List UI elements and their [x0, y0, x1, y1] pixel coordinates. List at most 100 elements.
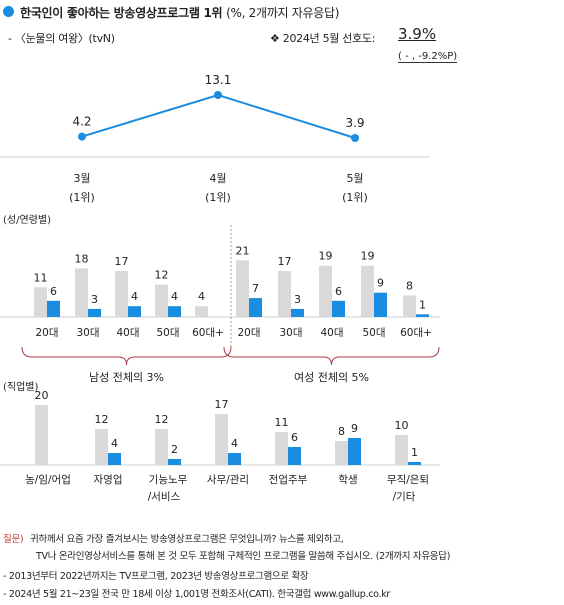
occupation-bar-value-label: 20 [35, 389, 49, 402]
rank-tick-label: (1위) [205, 191, 231, 204]
title-bullet-icon [3, 6, 14, 17]
age-tick-label: 20대 [237, 327, 260, 339]
age-tick-label: 40대 [116, 327, 139, 339]
preference-value: 3.9% [398, 25, 437, 43]
age-bar [249, 298, 262, 317]
occupation-bar-value-label: 11 [275, 416, 289, 429]
age-bar-value-label: 12 [155, 269, 169, 282]
age-bar [168, 306, 181, 317]
age-tick-label: 20대 [35, 327, 58, 339]
age-bar [128, 306, 141, 317]
age-bar-value-label: 4 [171, 290, 178, 303]
age-bar-value-label: 1 [419, 298, 426, 311]
age-bar-value-label: 19 [361, 250, 375, 263]
age-bar [75, 268, 88, 317]
group-total-label: 남성 전체의 3% [89, 371, 164, 384]
footnote-2: - 2024년 5월 21~23일 전국 만 18세 이상 1,001명 전화조… [3, 589, 390, 600]
occupation-bar-value-label: 2 [171, 443, 178, 456]
occupation-tick-label: 학생 [338, 474, 357, 486]
age-bar-value-label: 8 [406, 279, 413, 292]
age-bar [34, 287, 47, 317]
age-gender-section-label: (성/연령별) [3, 215, 51, 226]
occupation-tick-label: 사무/관리 [207, 474, 249, 486]
age-tick-label: 60대+ [192, 327, 224, 339]
age-bar [374, 292, 387, 317]
trend-value-label: 3.9 [345, 116, 364, 130]
chart-title: 한국인이 좋아하는 방송영상프로그램 1위 (%, 2개까지 자유응답) [20, 4, 339, 21]
occupation-section-label: (직업별) [3, 382, 39, 393]
occupation-bar-value-label: 4 [231, 437, 238, 450]
age-bar [88, 308, 101, 317]
age-tick-label: 30대 [279, 327, 302, 339]
occupation-bar-value-label: 9 [351, 422, 358, 435]
question-text-1: 귀하께서 요즘 가장 즐겨보시는 방송영상프로그램은 무엇입니까? 뉴스를 제외… [30, 534, 344, 545]
age-bar-value-label: 17 [278, 255, 292, 268]
age-bar [319, 265, 332, 317]
month-tick-label: 5월 [346, 172, 363, 185]
occupation-bar-chart: 20농/임/어업124자영업122기능노무/서비스174사무/관리116전업주부… [0, 389, 440, 503]
occupation-bar [408, 462, 421, 465]
age-bar [236, 260, 249, 317]
age-bar [332, 300, 345, 317]
occupation-tick-label: 자영업 [94, 473, 123, 486]
age-bar [155, 284, 168, 317]
age-bar-value-label: 18 [75, 252, 89, 265]
rank-tick-label: (1위) [342, 191, 368, 204]
month-tick-label: 3월 [73, 172, 90, 185]
age-bar [195, 306, 208, 317]
trend-value-label: 4.2 [72, 115, 91, 129]
trend-point [214, 91, 222, 99]
occupation-bar [335, 441, 348, 465]
age-bar-value-label: 3 [91, 293, 98, 306]
occupation-bar-value-label: 12 [155, 413, 169, 426]
occupation-bar [168, 459, 181, 465]
age-bar [291, 308, 304, 317]
occupation-bar-value-label: 17 [215, 398, 229, 411]
age-bar [416, 314, 429, 317]
trend-point [351, 134, 359, 142]
footnote-1: - 2013년부터 2022년까지는 TV프로그램, 2023년 방송영상프로그… [3, 571, 309, 582]
occupation-bar [348, 438, 361, 465]
age-bar-value-label: 17 [115, 255, 129, 268]
trend-line-chart: 4.2 3월 (1위) 13.1 4월 (1위) 3.9 5월 (1위) [0, 73, 430, 204]
age-bar-value-label: 3 [294, 293, 301, 306]
preference-label: ❖ 2024년 5월 선호도: [270, 32, 376, 45]
occupation-tick-label: 무직/은퇴 [387, 474, 429, 486]
age-bar-value-label: 7 [252, 282, 259, 295]
age-bar-value-label: 11 [34, 271, 48, 284]
age-bar-value-label: 4 [198, 290, 205, 303]
age-bar [115, 271, 128, 317]
question-text-2: TV나 온라인영상서비스를 통해 본 것 모두 포함해 구체적인 프로그램을 말… [36, 551, 451, 562]
chart-title-unit: (%, 2개까지 자유응답) [226, 6, 340, 20]
occupation-bar-value-label: 12 [95, 413, 109, 426]
occupation-bar [95, 429, 108, 465]
question-line-1: 질문) 귀하께서 요즘 가장 즐겨보시는 방송영상프로그램은 무엇입니까? 뉴스… [3, 531, 344, 545]
age-bar-value-label: 4 [131, 290, 138, 303]
age-bar [361, 265, 374, 317]
occupation-tick-label: /서비스 [148, 491, 181, 503]
occupation-bar-value-label: 8 [338, 425, 345, 438]
occupation-bar-value-label: 10 [395, 419, 409, 432]
month-tick-label: 4월 [209, 172, 226, 185]
trend-point [78, 132, 86, 141]
age-bar [403, 295, 416, 317]
occupation-tick-label: 전업주부 [269, 473, 308, 486]
occupation-bar [155, 429, 168, 465]
occupation-bar [35, 405, 48, 465]
age-bar-value-label: 9 [377, 277, 384, 290]
group-total-label: 여성 전체의 5% [294, 371, 369, 384]
age-tick-label: 60대+ [400, 327, 432, 339]
occupation-bar [228, 453, 241, 465]
occupation-bar-value-label: 6 [291, 431, 298, 444]
rank-tick-label: (1위) [69, 191, 95, 204]
age-tick-label: 40대 [320, 327, 343, 339]
age-bar-value-label: 6 [50, 285, 57, 298]
preference-change: ( - , -9.2%P) [398, 51, 458, 63]
occupation-tick-label: 농/임/어업 [25, 473, 71, 486]
occupation-bar [288, 447, 301, 465]
occupation-bar [108, 453, 121, 465]
age-bar-value-label: 21 [236, 244, 250, 257]
question-label: 질문) [3, 534, 24, 545]
occupation-bar-value-label: 4 [111, 437, 118, 450]
